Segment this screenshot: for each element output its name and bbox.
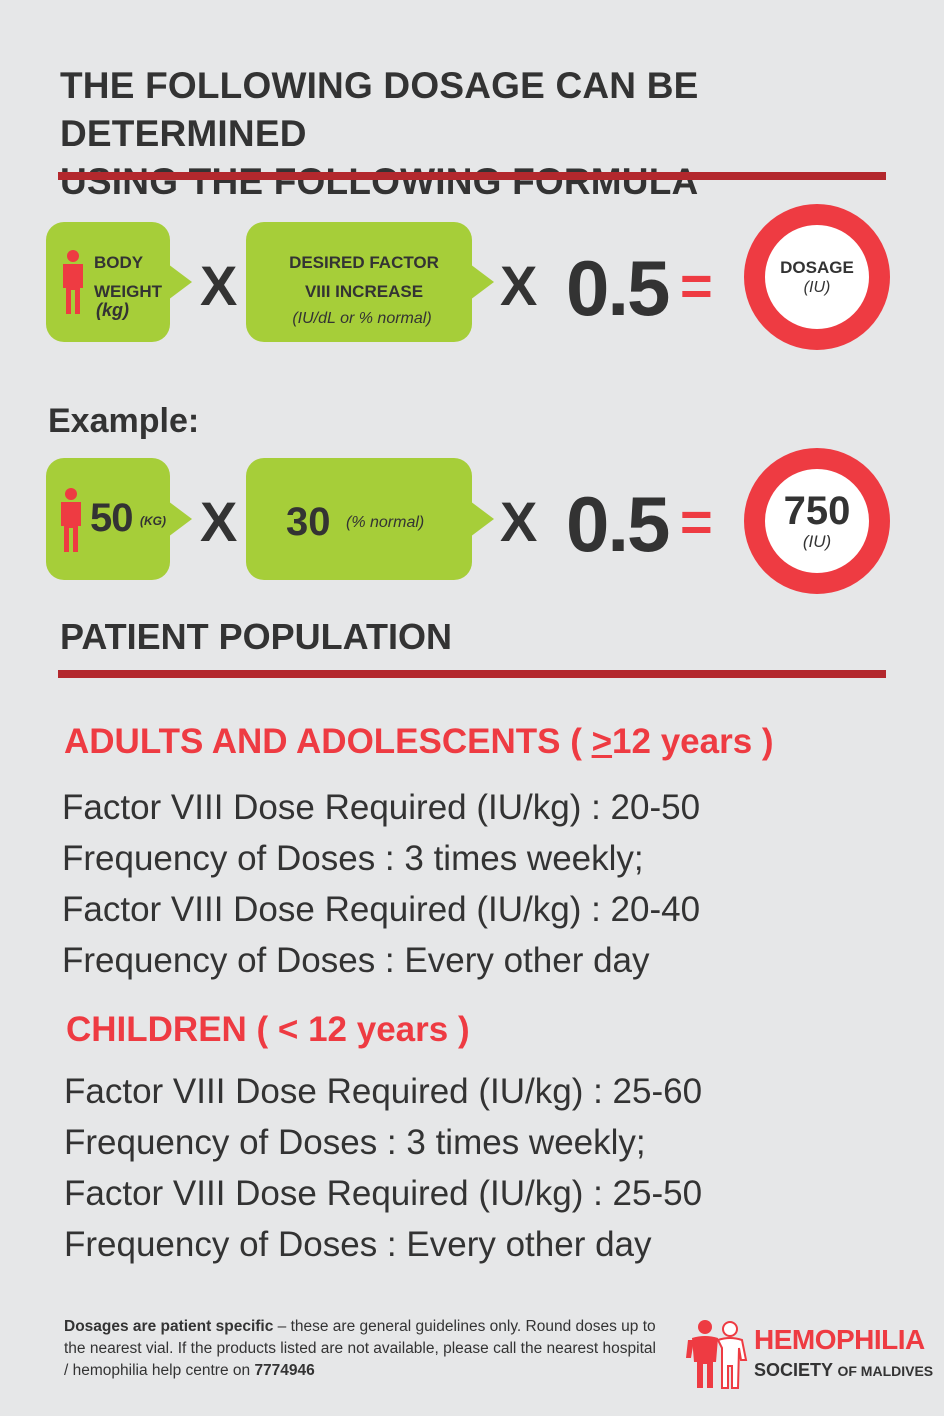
example-equals-sign: =	[680, 490, 713, 553]
list-item: Factor VIII Dose Required (IU/kg) : 20-5…	[62, 788, 701, 827]
dosage-unit: (IU)	[803, 279, 831, 296]
list-item: Frequency of Doses : Every other day	[62, 941, 650, 980]
logo-title: HEMOPHILIA	[754, 1324, 925, 1355]
equals-sign: =	[680, 254, 713, 317]
example-multiply-sign-1: X	[200, 490, 238, 553]
heading-line-2: USING THE FOLLOWING FORMULA	[60, 161, 699, 202]
logo-subtitle-maldives: OF MALDIVES	[837, 1363, 934, 1379]
logo-subtitle: SOCIETY OF MALDIVES	[754, 1360, 933, 1381]
example-result-circle: 750 (IU)	[744, 448, 890, 594]
factor-unit: (IU/dL or % normal)	[292, 310, 432, 327]
example-factor-bubble: 30 (% normal)	[246, 458, 494, 580]
adults-title-prefix: ADULTS AND ADOLESCENTS (	[64, 722, 592, 761]
factor-increase-bubble: DESIRED FACTOR VIII INCREASE (IU/dL or %…	[246, 222, 494, 342]
weight-label-line-2: WEIGHT	[94, 282, 162, 301]
helpline-number: 7774946	[254, 1362, 315, 1379]
weight-unit: (kg)	[96, 300, 129, 320]
patient-population-title: PATIENT POPULATION	[60, 616, 452, 657]
factor-label-line-2: VIII INCREASE	[304, 282, 424, 301]
list-item: Frequency of Doses : 3 times weekly;	[64, 1123, 646, 1162]
multiply-sign-2: X	[500, 254, 538, 317]
dosage-label: DOSAGE	[780, 258, 854, 277]
factor-label-line-1: DESIRED FACTOR	[289, 253, 439, 272]
example-weight-value: 50	[90, 496, 133, 540]
constant-value: 0.5	[566, 244, 670, 332]
example-weight-bubble: 50 (KG)	[46, 458, 192, 580]
children-title: CHILDREN ( < 12 years )	[66, 1010, 470, 1049]
list-item: Factor VIII Dose Required (IU/kg) : 25-6…	[64, 1072, 703, 1111]
weight-label-line-1: BODY	[94, 253, 144, 272]
heading-line-1: THE FOLLOWING DOSAGE CAN BE DETERMINED	[60, 65, 699, 154]
list-item: Factor VIII Dose Required (IU/kg) : 25-5…	[64, 1174, 703, 1213]
hemophilia-society-logo: HEMOPHILIA SOCIETY OF MALDIVES	[686, 1316, 933, 1396]
body-weight-bubble: BODY WEIGHT (kg)	[46, 222, 192, 342]
example-result-value: 750	[783, 489, 851, 533]
example-result-unit: (IU)	[802, 532, 832, 551]
logo-subtitle-society: SOCIETY	[754, 1360, 834, 1380]
people-logo-icon	[686, 1320, 748, 1389]
adults-title-suffix: 12 years )	[612, 722, 774, 761]
page-heading: THE FOLLOWING DOSAGE CAN BE DETERMINED U…	[60, 62, 900, 206]
list-item: Factor VIII Dose Required (IU/kg) : 20-4…	[62, 890, 701, 929]
example-weight-unit: (KG)	[140, 514, 166, 528]
person-icon	[63, 250, 83, 314]
example-multiply-sign-2: X	[500, 490, 538, 553]
example-factor-value: 30	[286, 500, 331, 544]
example-constant-value: 0.5	[566, 480, 670, 568]
children-dose-list: Factor VIII Dose Required (IU/kg) : 25-6…	[64, 1066, 702, 1270]
adults-dose-list: Factor VIII Dose Required (IU/kg) : 20-5…	[62, 782, 700, 986]
person-icon	[61, 488, 81, 552]
divider-rule-top	[58, 172, 886, 180]
adults-title: ADULTS AND ADOLESCENTS ( >12 years )	[64, 722, 774, 762]
list-item: Frequency of Doses : 3 times weekly;	[62, 839, 644, 878]
disclaimer-text: – these are general guidelines only. Rou…	[64, 1318, 656, 1379]
greater-equal-symbol: >	[591, 722, 613, 761]
divider-rule-bottom	[58, 670, 886, 678]
disclaimer-lead: Dosages are patient specific	[64, 1318, 274, 1335]
example-factor-unit: (% normal)	[346, 514, 425, 531]
multiply-sign-1: X	[200, 254, 238, 317]
example-label: Example:	[48, 402, 200, 440]
footer-disclaimer: Dosages are patient specific – these are…	[64, 1316, 664, 1382]
dosage-result-circle: DOSAGE (IU)	[744, 204, 890, 350]
list-item: Frequency of Doses : Every other day	[64, 1225, 652, 1264]
